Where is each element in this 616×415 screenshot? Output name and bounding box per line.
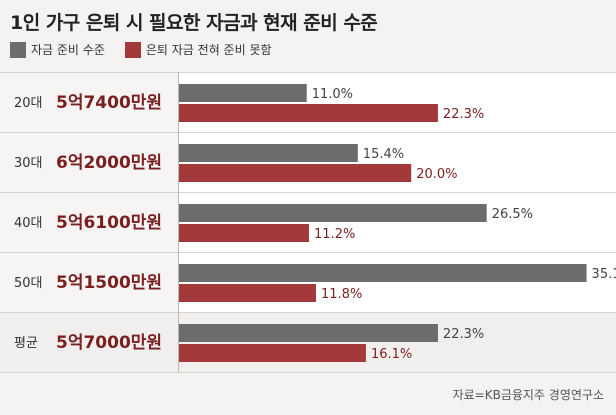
value-label-prepared: 11.0% <box>312 87 353 102</box>
bar-unprepared <box>179 284 317 302</box>
source-note: 자료=KB금융지주 경영연구소 <box>452 388 604 402</box>
category-label: 평균 <box>14 336 38 351</box>
bar-prepared <box>179 324 438 342</box>
category-label: 50대 <box>14 276 43 291</box>
value-label-unprepared: 16.1% <box>371 347 412 362</box>
category-label: 40대 <box>14 216 43 231</box>
value-label-unprepared: 20.0% <box>416 167 457 182</box>
bar-unprepared <box>179 164 412 182</box>
legend-label-prepared: 자금 준비 수준 <box>31 43 105 57</box>
legend-item-unprepared: 은퇴 자금 전혀 준비 못함 <box>124 41 272 58</box>
legend-item-prepared: 자금 준비 수준 <box>10 41 105 58</box>
value-label-prepared: 26.5% <box>492 207 533 222</box>
value-label-unprepared: 11.8% <box>321 287 362 302</box>
needed-amount-label: 5억7000만원 <box>56 333 162 353</box>
bar-unprepared <box>179 104 438 122</box>
bar-unprepared <box>179 224 310 242</box>
needed-amount-label: 5억7400만원 <box>56 93 162 113</box>
bar-prepared <box>179 84 307 102</box>
value-label-unprepared: 22.3% <box>443 107 484 122</box>
category-label: 30대 <box>14 156 43 171</box>
bar-unprepared <box>179 344 366 362</box>
legend-label-unprepared: 은퇴 자금 전혀 준비 못함 <box>145 43 272 57</box>
chart-title: 1인 가구 은퇴 시 필요한 자금과 현재 준비 수준 <box>10 12 378 34</box>
chart-area: 20대 5억7400만원 11.0% 22.3% 30대 6억2000만원 15.4% 20.… <box>0 72 616 374</box>
bar-chart: 20대 5억7400만원 11.0% 22.3% 30대 6억2000만원 15.4% 20.… <box>0 72 616 373</box>
needed-amount-label: 6억2000만원 <box>56 153 162 173</box>
legend: 자금 준비 수준 은퇴 자금 전혀 준비 못함 <box>10 41 292 58</box>
bar-prepared <box>179 204 487 222</box>
value-label-prepared: 35.1% <box>592 267 616 282</box>
needed-amount-label: 5억6100만원 <box>56 213 162 233</box>
bar-prepared <box>179 144 358 162</box>
bar-prepared <box>179 264 587 282</box>
value-label-prepared: 22.3% <box>443 327 484 342</box>
value-label-unprepared: 11.2% <box>314 227 355 242</box>
category-label: 20대 <box>14 96 43 111</box>
value-label-prepared: 15.4% <box>363 147 404 162</box>
legend-swatch-unprepared <box>124 41 141 58</box>
needed-amount-label: 5억1500만원 <box>56 273 162 293</box>
legend-swatch-prepared <box>10 41 26 58</box>
